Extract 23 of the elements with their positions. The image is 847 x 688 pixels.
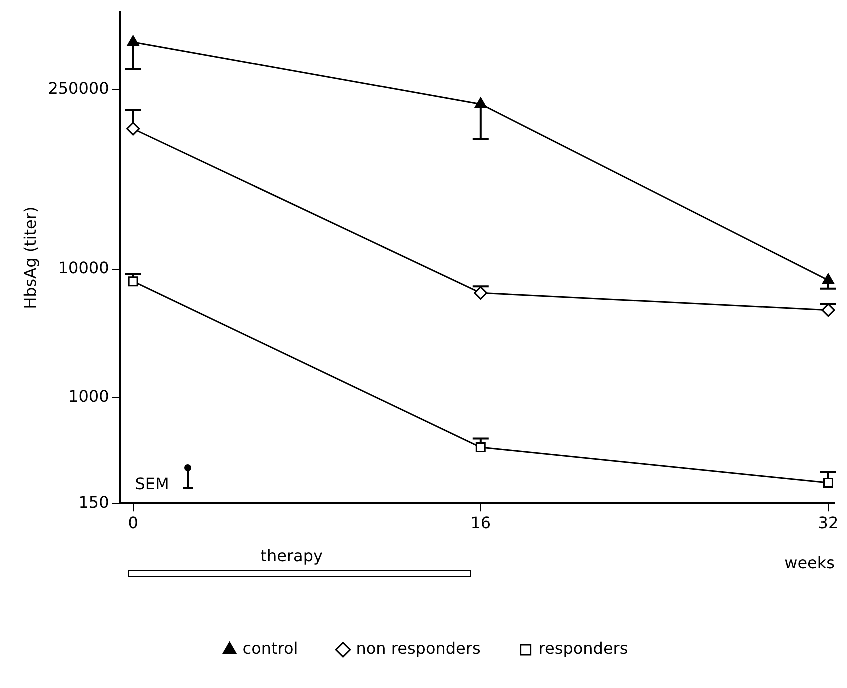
text: therapy [260,546,323,566]
legend-label: non responders [356,639,481,658]
point [127,36,140,46]
point [126,122,140,136]
point [128,276,138,287]
annotation: SEM [135,474,170,494]
legend-label: responders [538,639,628,658]
point [474,98,487,108]
y-tick-label: 1000 [68,386,110,406]
point [474,286,488,300]
y-tick-label: 250000 [48,79,110,98]
y-axis-title: HbsAg (titer) [20,206,40,310]
point [822,274,834,284]
point [822,304,835,318]
x-tick-label: 0 [128,513,138,532]
legend-label: control [242,639,298,658]
point [476,442,486,453]
x-tick-label: 32 [818,513,839,532]
point [823,478,834,488]
x-tick-label: 16 [470,513,492,532]
y-tick-label: 150 [78,492,110,512]
x-axis-title: weeks [784,554,835,573]
y-tick-label: 10000 [58,258,110,278]
